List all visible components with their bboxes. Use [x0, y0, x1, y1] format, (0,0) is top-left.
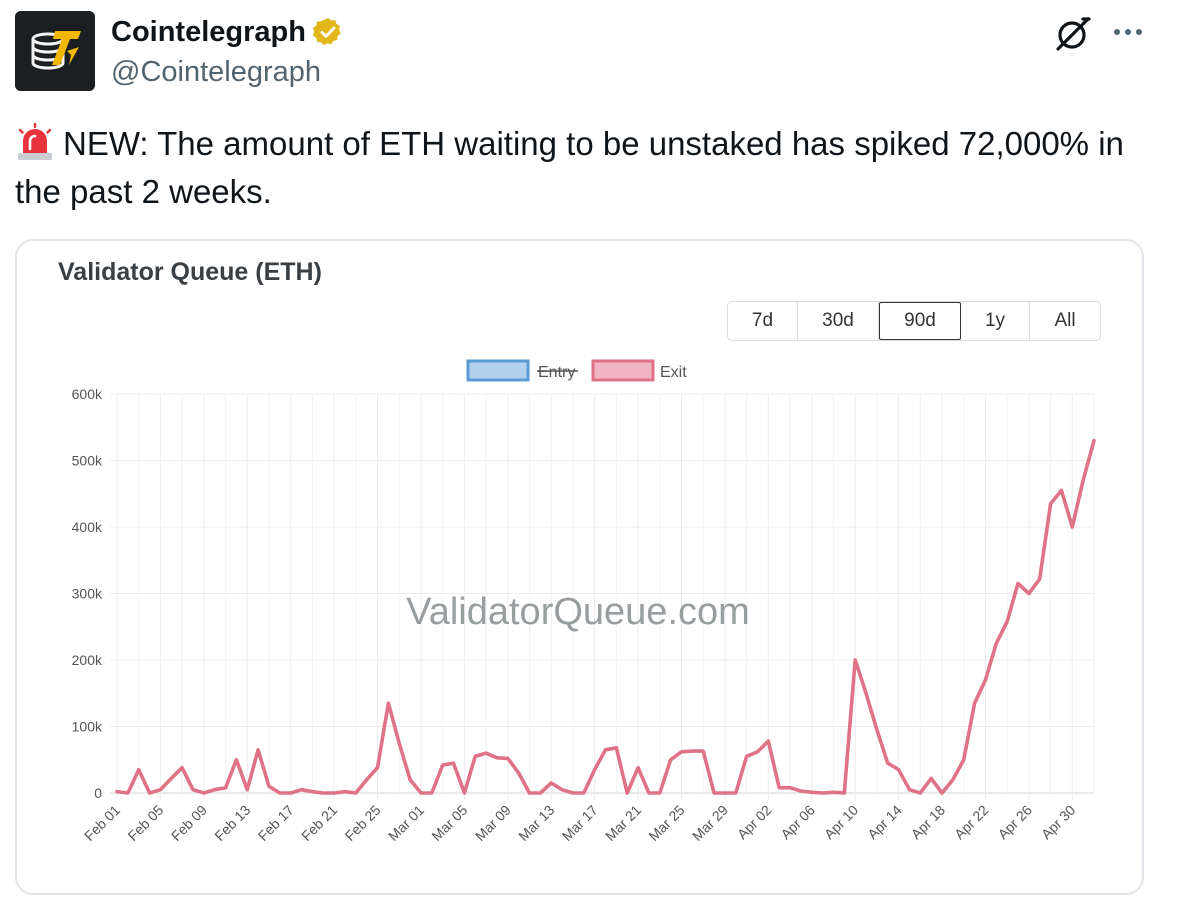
x-tick-label: Apr 22	[951, 802, 992, 843]
x-tick-label: Feb 25	[342, 802, 384, 844]
y-tick-label: 0	[94, 785, 102, 801]
y-tick-label: 400k	[72, 519, 103, 535]
x-tick-label: Apr 14	[864, 802, 905, 843]
chart-watermark: ValidatorQueue.com	[406, 591, 750, 633]
x-tick-label: Mar 05	[428, 802, 470, 844]
grok-button[interactable]	[1052, 13, 1094, 55]
x-tick-label: Mar 09	[472, 802, 514, 844]
range-button-1y[interactable]: 1y	[961, 302, 1030, 340]
range-selector: 7d 30d 90d 1y All	[727, 301, 1101, 341]
tweet-body: NEW: The amount of ETH waiting to be uns…	[15, 125, 1124, 210]
y-tick-label: 200k	[72, 652, 103, 668]
y-tick-label: 100k	[72, 719, 103, 735]
x-tick-label: Apr 18	[908, 802, 949, 843]
x-tick-label: Feb 01	[81, 802, 123, 844]
x-tick-label: Mar 13	[515, 802, 557, 844]
y-tick-label: 600k	[72, 386, 103, 402]
series-line-exit	[115, 438, 1096, 795]
x-tick-label: Mar 25	[645, 802, 687, 844]
x-tick-label: Feb 05	[124, 802, 166, 844]
author-name-row[interactable]: Cointelegraph	[111, 14, 344, 50]
x-tick-label: Feb 21	[298, 802, 340, 844]
chart-title: Validator Queue (ETH)	[58, 258, 322, 286]
x-tick-label: Feb 17	[255, 802, 297, 844]
x-tick-label: Mar 01	[385, 802, 427, 844]
chart-card[interactable]	[15, 239, 1144, 895]
x-tick-label: Mar 17	[559, 802, 601, 844]
author-avatar[interactable]	[15, 11, 95, 91]
cointelegraph-logo-icon	[15, 11, 95, 91]
y-tick-label: 300k	[72, 586, 103, 602]
range-button-90d[interactable]: 90d	[879, 302, 961, 340]
x-tick-label: Feb 13	[211, 802, 253, 844]
more-options-button[interactable]	[1108, 15, 1148, 49]
x-tick-label: Apr 06	[777, 802, 818, 843]
grok-icon	[1056, 17, 1091, 51]
x-tick-label: Apr 26	[995, 802, 1036, 843]
x-tick-label: Mar 29	[689, 802, 731, 844]
legend-label-exit: Exit	[660, 364, 687, 381]
legend-swatch-entry	[466, 359, 530, 382]
x-tick-label: Feb 09	[168, 802, 210, 844]
author-handle[interactable]: @Cointelegraph	[111, 56, 322, 88]
more-dots-icon	[1114, 29, 1142, 35]
range-button-30d[interactable]: 30d	[798, 302, 879, 340]
legend-swatch-exit	[591, 359, 655, 382]
x-tick-label: Apr 30	[1038, 802, 1079, 843]
x-tick-label: Apr 10	[821, 802, 862, 843]
x-tick-label: Apr 02	[734, 802, 775, 843]
author-name[interactable]: Cointelegraph	[111, 16, 306, 48]
y-tick-label: 500k	[72, 453, 103, 469]
range-button-7d[interactable]: 7d	[728, 302, 798, 340]
police-siren-icon	[18, 123, 52, 160]
tweet-text: NEW: The amount of ETH waiting to be uns…	[15, 120, 1155, 216]
legend-label-entry: Entry	[538, 364, 575, 381]
verified-badge-icon	[312, 18, 341, 46]
x-tick-label: Mar 21	[602, 802, 644, 844]
range-button-all[interactable]: All	[1054, 310, 1076, 331]
